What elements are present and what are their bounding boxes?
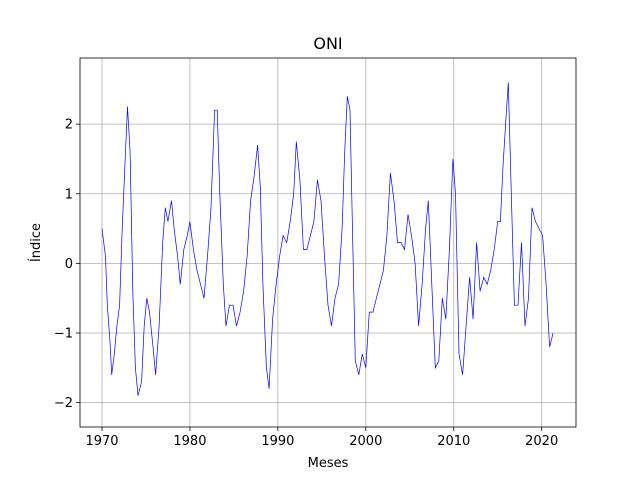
x-tick-label: 1990 [261, 434, 294, 449]
x-tick-label: 2020 [525, 434, 558, 449]
x-tick-label: 1980 [173, 434, 206, 449]
y-tick-label: 2 [65, 118, 73, 133]
x-axis-label: Meses [308, 456, 349, 471]
x-tick-label: 1970 [85, 434, 118, 449]
x-tick-label: 2000 [349, 434, 382, 449]
y-axis-label: Índice [28, 223, 44, 262]
y-tick-label: −2 [54, 396, 73, 411]
chart-title: ONI [313, 34, 342, 53]
grid-lines [80, 58, 576, 427]
axis-ticks [76, 123, 543, 431]
tick-labels: 1970 1980 1990 2000 2010 2020 −2 −1 0 1 2 [54, 118, 558, 449]
y-tick-label: −1 [54, 327, 73, 342]
y-tick-label: 1 [65, 187, 73, 202]
x-tick-label: 2010 [437, 434, 470, 449]
series-layer [101, 82, 554, 396]
plot-frame [79, 57, 577, 428]
series-line-oni [101, 82, 554, 396]
y-tick-label: 0 [65, 257, 73, 272]
